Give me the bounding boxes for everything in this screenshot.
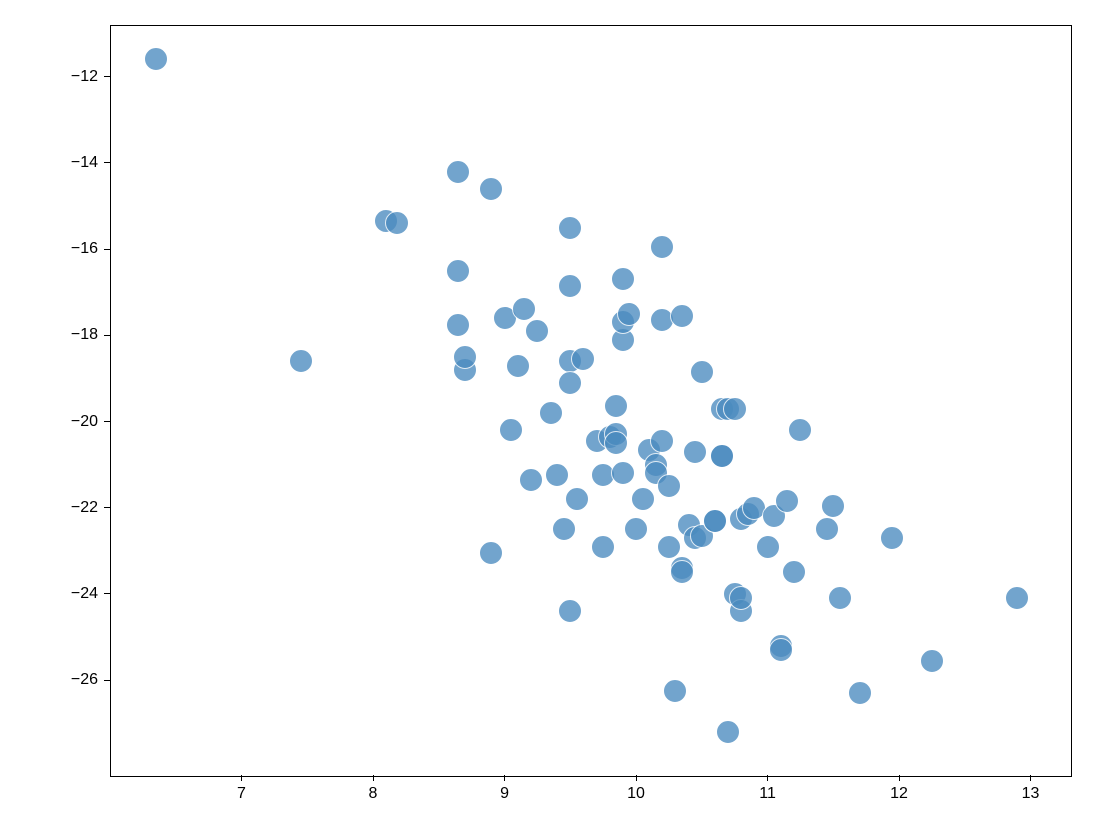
data-point xyxy=(144,47,168,71)
y-tick-mark xyxy=(104,421,110,422)
data-point xyxy=(591,535,615,559)
data-point xyxy=(525,319,549,343)
x-tick-mark xyxy=(767,775,768,781)
y-tick-label: −16 xyxy=(71,240,98,258)
data-point xyxy=(821,494,845,518)
data-point xyxy=(512,297,536,321)
x-tick-label: 9 xyxy=(500,785,509,803)
data-point xyxy=(650,429,674,453)
data-point xyxy=(289,349,313,373)
data-point xyxy=(385,211,409,235)
data-point xyxy=(558,216,582,240)
data-point xyxy=(558,274,582,298)
x-tick-mark xyxy=(1030,775,1031,781)
y-tick-mark xyxy=(104,593,110,594)
x-tick-mark xyxy=(241,775,242,781)
x-tick-label: 12 xyxy=(890,785,908,803)
data-point xyxy=(769,638,793,662)
x-tick-label: 7 xyxy=(237,785,246,803)
data-point xyxy=(788,418,812,442)
data-point xyxy=(611,461,635,485)
data-point xyxy=(519,468,543,492)
data-point xyxy=(545,463,569,487)
y-tick-label: −20 xyxy=(71,413,98,431)
data-point xyxy=(479,177,503,201)
data-point xyxy=(558,371,582,395)
data-point xyxy=(506,354,530,378)
y-tick-mark xyxy=(104,335,110,336)
data-point xyxy=(446,259,470,283)
x-tick-label: 10 xyxy=(627,785,645,803)
y-tick-mark xyxy=(104,249,110,250)
y-tick-mark xyxy=(104,507,110,508)
y-tick-label: −26 xyxy=(71,671,98,689)
data-point xyxy=(1005,586,1029,610)
data-point xyxy=(663,679,687,703)
x-tick-mark xyxy=(636,775,637,781)
data-point xyxy=(631,487,655,511)
data-point xyxy=(723,397,747,421)
data-point xyxy=(617,302,641,326)
data-point xyxy=(683,440,707,464)
data-point xyxy=(710,444,734,468)
y-tick-label: −12 xyxy=(71,68,98,86)
data-point xyxy=(690,360,714,384)
y-tick-label: −18 xyxy=(71,326,98,344)
data-point xyxy=(657,535,681,559)
y-tick-mark xyxy=(104,680,110,681)
data-point xyxy=(604,394,628,418)
data-point xyxy=(775,489,799,513)
data-point xyxy=(446,160,470,184)
data-point xyxy=(670,304,694,328)
data-point xyxy=(756,535,780,559)
data-point xyxy=(571,347,595,371)
x-tick-mark xyxy=(504,775,505,781)
data-point xyxy=(716,720,740,744)
data-point xyxy=(657,474,681,498)
y-tick-mark xyxy=(104,162,110,163)
data-point xyxy=(782,560,806,584)
scatter-chart: 7 8 9 10 11 12 13 −26 −24 −22 −20 −18 −16 −14 −12 xyxy=(0,0,1109,826)
data-point xyxy=(539,401,563,425)
data-point xyxy=(920,649,944,673)
data-point xyxy=(565,487,589,511)
data-point xyxy=(624,517,648,541)
x-tick-label: 8 xyxy=(369,785,378,803)
data-point xyxy=(670,560,694,584)
data-point xyxy=(604,431,628,455)
y-tick-label: −22 xyxy=(71,499,98,517)
x-tick-mark xyxy=(373,775,374,781)
x-tick-label: 11 xyxy=(759,785,776,803)
data-point xyxy=(815,517,839,541)
data-point xyxy=(703,509,727,533)
y-tick-label: −14 xyxy=(71,154,98,172)
data-point xyxy=(499,418,523,442)
y-tick-label: −24 xyxy=(71,585,98,603)
data-point xyxy=(453,345,477,369)
data-point xyxy=(611,267,635,291)
data-point xyxy=(479,541,503,565)
x-tick-mark xyxy=(899,775,900,781)
data-point xyxy=(552,517,576,541)
data-point xyxy=(848,681,872,705)
data-point xyxy=(880,526,904,550)
y-tick-mark xyxy=(104,76,110,77)
data-point xyxy=(729,586,753,610)
x-tick-label: 13 xyxy=(1022,785,1040,803)
data-point xyxy=(828,586,852,610)
data-point xyxy=(650,235,674,259)
data-point xyxy=(558,599,582,623)
data-point xyxy=(446,313,470,337)
